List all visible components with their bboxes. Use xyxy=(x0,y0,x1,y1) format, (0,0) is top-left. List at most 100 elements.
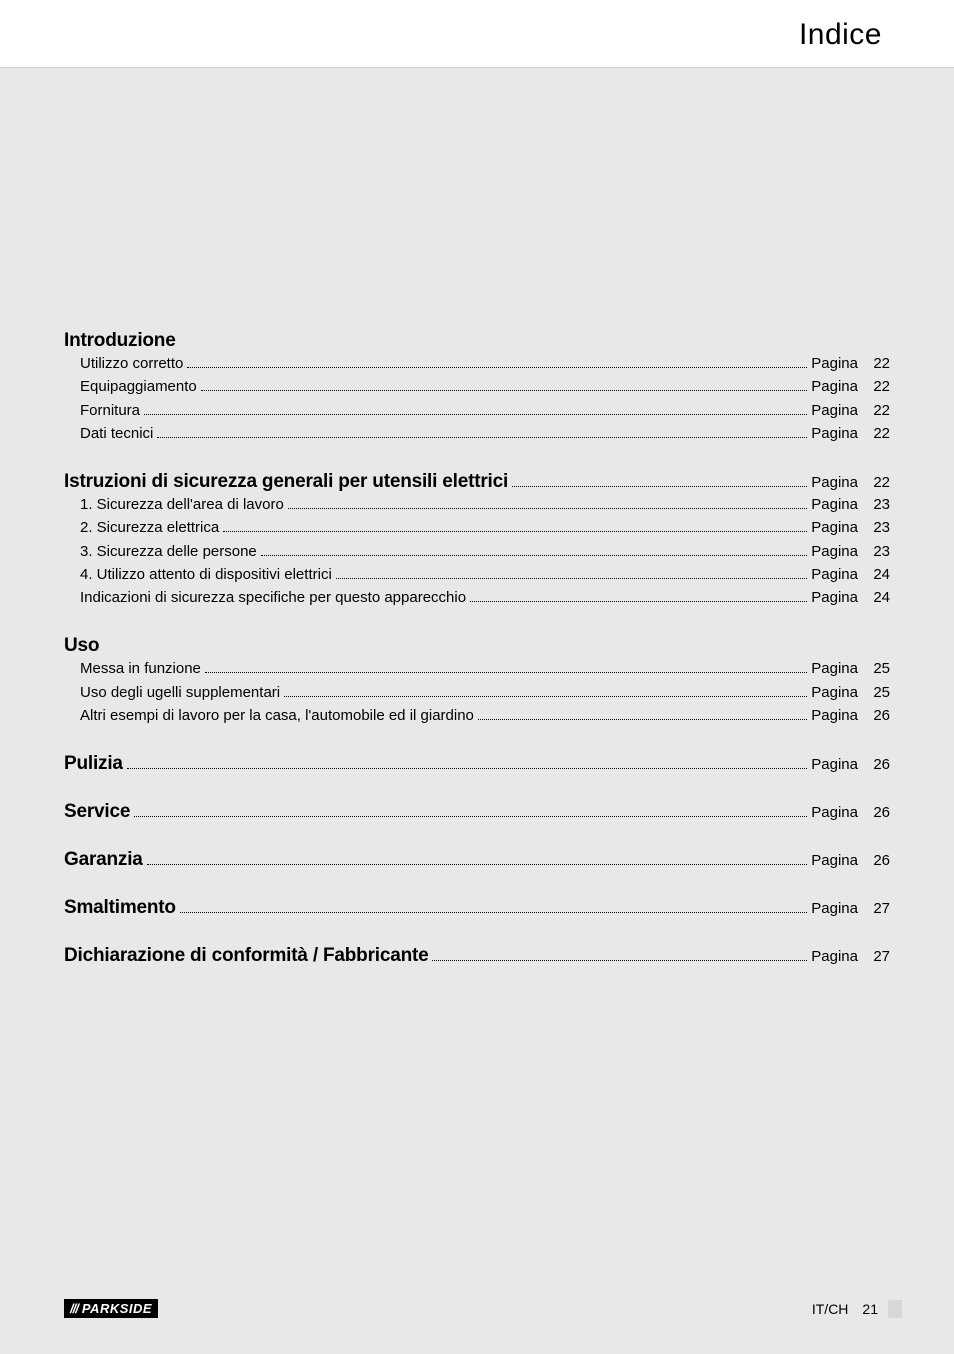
footer-tick-icon xyxy=(888,1300,902,1318)
header-title: Indice xyxy=(799,18,882,52)
toc-page-number: 22 xyxy=(862,422,890,445)
toc-page-label: Pagina xyxy=(811,657,858,680)
toc-leader-dots xyxy=(288,508,807,509)
toc-entry-label: Fornitura xyxy=(80,399,140,422)
toc-section-head: Introduzione xyxy=(64,330,890,352)
toc-page-label: Pagina xyxy=(811,681,858,704)
toc-page-number: 27 xyxy=(862,948,890,965)
toc-page-label: Pagina xyxy=(811,375,858,398)
toc-page-number: 27 xyxy=(862,900,890,917)
page: Indice IntroduzioneUtilizzo correttoPagi… xyxy=(0,0,954,1354)
toc-entry: Utilizzo correttoPagina22 xyxy=(64,352,890,375)
toc-entry: 2. Sicurezza elettrica Pagina23 xyxy=(64,516,890,539)
toc-entry-label: 3. Sicurezza delle persone xyxy=(80,540,257,563)
toc-leader-dots xyxy=(144,414,807,415)
toc-entry: Messa in funzione Pagina25 xyxy=(64,657,890,680)
brand-slashes-icon: /// xyxy=(70,1301,78,1316)
footer-page-number: 21 xyxy=(862,1301,878,1317)
toc-entry-label: Equipaggiamento xyxy=(80,375,197,398)
toc-page-number: 26 xyxy=(862,804,890,821)
toc-entry-label: Messa in funzione xyxy=(80,657,201,680)
toc-leader-dots xyxy=(187,367,807,368)
toc: IntroduzioneUtilizzo correttoPagina22Equ… xyxy=(64,330,890,967)
toc-section-title: Pulizia xyxy=(64,753,123,775)
toc-page-label: Pagina xyxy=(811,540,858,563)
toc-section-head: Smaltimento Pagina27 xyxy=(64,897,890,919)
toc-entry: 4. Utilizzo attento di dispositivi elett… xyxy=(64,563,890,586)
toc-page-number: 26 xyxy=(862,852,890,869)
toc-page-label: Pagina xyxy=(811,900,858,917)
brand-name: PARKSIDE xyxy=(82,1301,152,1316)
toc-entry-label: Indicazioni di sicurezza specifiche per … xyxy=(80,586,466,609)
toc-entry: Altri esempi di lavoro per la casa, l'au… xyxy=(64,704,890,727)
toc-entry-label: 2. Sicurezza elettrica xyxy=(80,516,219,539)
toc-leader-dots xyxy=(205,672,807,673)
toc-page-label: Pagina xyxy=(811,852,858,869)
toc-leader-dots xyxy=(470,601,807,602)
toc-page-label: Pagina xyxy=(811,516,858,539)
toc-page-number: 26 xyxy=(862,756,890,773)
toc-entry-label: Altri esempi di lavoro per la casa, l'au… xyxy=(80,704,474,727)
toc-leader-dots xyxy=(134,816,807,817)
toc-leader-dots xyxy=(147,864,808,865)
toc-entry: Indicazioni di sicurezza specifiche per … xyxy=(64,586,890,609)
toc-section-title: Istruzioni di sicurezza generali per ute… xyxy=(64,471,508,493)
header-band: Indice xyxy=(0,0,954,68)
toc-section-head: ServicePagina26 xyxy=(64,801,890,823)
toc-leader-dots xyxy=(127,768,807,769)
toc-entry-label: Uso degli ugelli supplementari xyxy=(80,681,280,704)
toc-page-number: 23 xyxy=(862,493,890,516)
toc-entry: Dati tecnici Pagina22 xyxy=(64,422,890,445)
toc-leader-dots xyxy=(478,719,807,720)
toc-page-number: 24 xyxy=(862,563,890,586)
toc-page-label: Pagina xyxy=(811,756,858,773)
toc-section-title: Dichiarazione di conformità / Fabbricant… xyxy=(64,945,428,967)
toc-page-number: 26 xyxy=(862,704,890,727)
toc-page-number: 22 xyxy=(862,352,890,375)
toc-entry-label: 1. Sicurezza dell'area di lavoro xyxy=(80,493,284,516)
toc-section-head: Uso xyxy=(64,635,890,657)
toc-entry: Uso degli ugelli supplementari Pagina25 xyxy=(64,681,890,704)
toc-entry: 1. Sicurezza dell'area di lavoroPagina23 xyxy=(64,493,890,516)
toc-leader-dots xyxy=(432,960,807,961)
toc-leader-dots xyxy=(512,486,807,487)
toc-section-title: Smaltimento xyxy=(64,897,176,919)
toc-page-label: Pagina xyxy=(811,399,858,422)
toc-leader-dots xyxy=(157,437,807,438)
toc-entry: 3. Sicurezza delle persone Pagina23 xyxy=(64,540,890,563)
footer-right: IT/CH 21 xyxy=(812,1300,902,1318)
toc-section-head: Pulizia Pagina26 xyxy=(64,753,890,775)
toc-section-title: Garanzia xyxy=(64,849,143,871)
toc-page-label: Pagina xyxy=(811,948,858,965)
toc-page-label: Pagina xyxy=(811,563,858,586)
toc-entry-label: Dati tecnici xyxy=(80,422,153,445)
toc-page-label: Pagina xyxy=(811,422,858,445)
toc-page-number: 23 xyxy=(862,516,890,539)
footer: /// PARKSIDE IT/CH 21 xyxy=(64,1299,902,1318)
toc-page-number: 24 xyxy=(862,586,890,609)
brand-logo: /// PARKSIDE xyxy=(64,1299,158,1318)
toc-leader-dots xyxy=(201,390,808,391)
toc-page-number: 22 xyxy=(862,399,890,422)
toc-page-number: 22 xyxy=(862,474,890,491)
toc-section-title: Uso xyxy=(64,635,99,657)
toc-page-label: Pagina xyxy=(811,474,858,491)
toc-leader-dots xyxy=(336,578,808,579)
footer-region: IT/CH xyxy=(812,1301,849,1317)
toc-page-number: 22 xyxy=(862,375,890,398)
toc-leader-dots xyxy=(223,531,807,532)
toc-leader-dots xyxy=(284,696,807,697)
toc-page-number: 25 xyxy=(862,681,890,704)
toc-page-label: Pagina xyxy=(811,704,858,727)
toc-entry: Equipaggiamento Pagina22 xyxy=(64,375,890,398)
toc-section-title: Service xyxy=(64,801,130,823)
toc-page-number: 25 xyxy=(862,657,890,680)
toc-section-head: Dichiarazione di conformità / Fabbricant… xyxy=(64,945,890,967)
toc-page-number: 23 xyxy=(862,540,890,563)
toc-leader-dots xyxy=(261,555,808,556)
toc-entry: Fornitura Pagina22 xyxy=(64,399,890,422)
toc-leader-dots xyxy=(180,912,807,913)
toc-entry-label: Utilizzo corretto xyxy=(80,352,183,375)
toc-section-title: Introduzione xyxy=(64,330,176,352)
toc-section-head: Garanzia Pagina26 xyxy=(64,849,890,871)
